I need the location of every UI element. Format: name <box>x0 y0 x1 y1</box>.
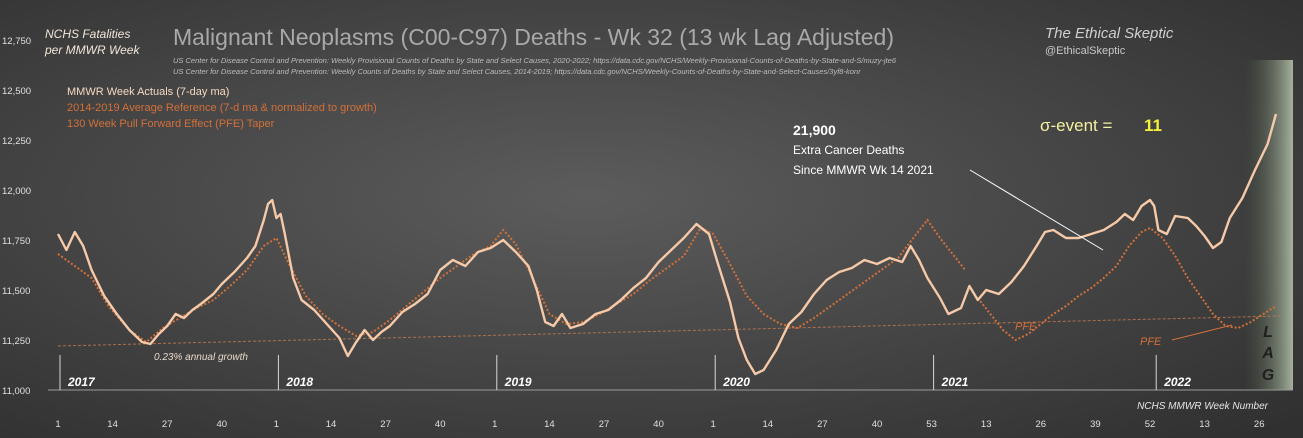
lag-letter-l: L <box>1263 324 1273 341</box>
x-tick-label: 1 <box>492 419 497 430</box>
year-markers: 2017 2018 2019 2020 2021 2022 <box>59 355 1191 390</box>
year-label: 2019 <box>504 375 532 389</box>
series-average-reference <box>57 218 966 344</box>
x-tick-label: 27 <box>817 419 828 430</box>
x-tick-label: 1 <box>711 419 716 430</box>
excess-pointer <box>969 169 1104 251</box>
x-tick-label: 40 <box>872 419 883 430</box>
pfe-pointer <box>1171 324 1233 341</box>
x-tick-label: 27 <box>162 419 173 430</box>
x-tick-label: 27 <box>599 419 610 430</box>
y-tick-label: 11,750 <box>2 236 30 247</box>
source-line-1: US Center for Disease Control and Preven… <box>173 56 897 65</box>
x-tick-label: 39 <box>1090 419 1101 430</box>
y-tick-label: 11,000 <box>2 386 30 397</box>
year-label: 2022 <box>1163 375 1191 389</box>
legend-average: 2014-2019 Average Reference (7-d ma & no… <box>67 102 377 114</box>
x-tick-label: 14 <box>763 419 774 430</box>
sigma-value: 11 <box>1144 116 1162 135</box>
legend-actuals: MMWR Week Actuals (7-day ma) <box>67 86 229 98</box>
y-tick-label: 11,250 <box>2 336 30 347</box>
x-axis-label: NCHS MMWR Week Number <box>1137 401 1269 412</box>
series-actuals <box>56 113 1278 376</box>
x-tick-label: 27 <box>380 419 391 430</box>
y-tick-label: 11,500 <box>2 286 30 297</box>
pfe-label-2: PFE <box>1140 336 1162 348</box>
legend-pfe: 130 Week Pull Forward Effect (PFE) Taper <box>67 118 275 130</box>
chart-title: Malignant Neoplasms (C00-C97) Deaths - W… <box>173 24 894 50</box>
sigma-label: σ-event = <box>1040 116 1112 135</box>
excess-line-1: Extra Cancer Deaths <box>793 143 904 157</box>
y-tick-label: 12,000 <box>2 186 31 197</box>
pfe-label-1: PFE <box>1015 321 1037 333</box>
lag-letter-g: G <box>1262 367 1274 384</box>
y-tick-label: 12,500 <box>2 86 31 97</box>
x-tick-label: 14 <box>544 419 555 430</box>
y-tick-label: 12,250 <box>2 136 31 147</box>
x-tick-label: 26 <box>1254 419 1265 430</box>
year-label: 2017 <box>67 375 96 389</box>
x-axis-ticks: 1 14 27 40 1 14 27 40 1 14 27 40 1 14 27 40 53 13 26 39 52 13… <box>55 419 1264 430</box>
x-tick-label: 53 <box>926 419 937 430</box>
excess-line-2: Since MMWR Wk 14 2021 <box>793 163 934 177</box>
brand-name: The Ethical Skeptic <box>1045 25 1174 42</box>
x-tick-label: 40 <box>435 419 446 430</box>
year-label: 2020 <box>722 375 750 389</box>
x-tick-label: 40 <box>217 419 228 430</box>
x-tick-label: 13 <box>981 419 992 430</box>
brand-handle: @EthicalSkeptic <box>1045 45 1126 57</box>
x-tick-label: 14 <box>326 419 337 430</box>
x-tick-label: 26 <box>1036 419 1047 430</box>
y-axis-label: NCHS Fatalities per MMWR Week <box>44 27 140 57</box>
lag-region <box>1245 60 1293 390</box>
growth-label: 0.23% annual growth <box>154 352 248 363</box>
x-tick-label: 40 <box>653 419 664 430</box>
x-tick-label: 14 <box>107 419 118 430</box>
y-tick-label: 12,750 <box>2 36 31 47</box>
lag-letter-a: A <box>1261 345 1274 362</box>
trend-line <box>57 315 1281 347</box>
x-tick-label: 13 <box>1199 419 1210 430</box>
y-axis-ticks: 11,000 11,250 11,500 11,750 12,000 12,250 12,5… <box>2 36 31 397</box>
excess-value: 21,900 <box>793 122 836 138</box>
x-tick-label: 1 <box>55 419 60 430</box>
x-tick-label: 1 <box>274 419 279 430</box>
x-tick-label: 52 <box>1145 419 1156 430</box>
year-label: 2021 <box>941 375 969 389</box>
year-label: 2018 <box>285 375 313 389</box>
source-line-2: US Center for Disease Control and Preven… <box>173 67 861 76</box>
